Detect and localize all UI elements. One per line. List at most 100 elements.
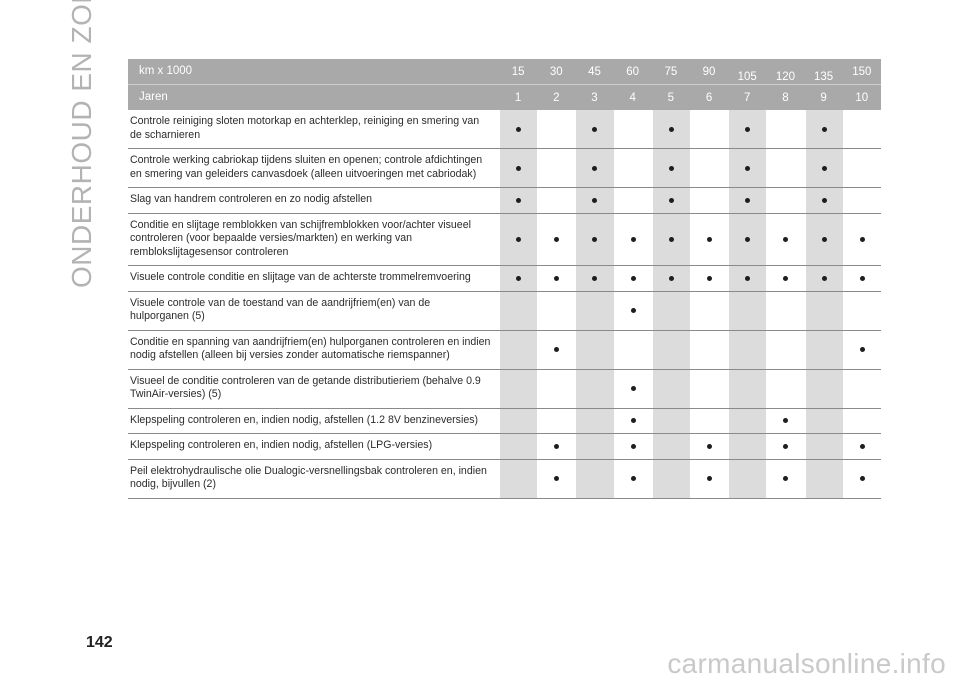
- interval-cell: [499, 369, 538, 408]
- interval-cell: [499, 408, 538, 433]
- row-description: Controle reiniging sloten motorkap en ac…: [130, 115, 480, 141]
- interval-cell: [499, 266, 538, 291]
- section-title-vertical: ONDERHOUD EN ZORG: [66, 0, 97, 288]
- check-dot-icon: [783, 275, 789, 281]
- check-dot-icon: [783, 236, 789, 242]
- interval-cell: [689, 149, 728, 187]
- row-description: Conditie en spanning van aandrijfriem(en…: [130, 335, 491, 362]
- row-description: Klepspeling controleren en, indien nodig…: [130, 413, 479, 426]
- interval-cell: [766, 213, 804, 265]
- interval-cell: [804, 330, 843, 369]
- interval-cell: [728, 408, 767, 433]
- interval-cell: [766, 149, 804, 187]
- header-km-value-5: 75: [664, 65, 678, 78]
- header-km-value-8: 120: [775, 70, 795, 83]
- interval-cell: [575, 291, 614, 330]
- interval-cell: [651, 330, 690, 369]
- check-dot-icon: [592, 236, 598, 242]
- check-dot-icon: [821, 236, 827, 242]
- check-dot-icon: [745, 275, 751, 281]
- interval-cell: [728, 110, 767, 148]
- interval-cell: [689, 213, 728, 265]
- interval-cell: [689, 188, 728, 213]
- header-year-value-9: 9: [820, 91, 827, 104]
- row-description: Klepspeling controleren en, indien nodig…: [130, 439, 433, 451]
- table-row: Controle werking cabriokap tijdens sluit…: [128, 149, 881, 188]
- check-dot-icon: [554, 275, 560, 281]
- interval-cell: [575, 459, 614, 498]
- check-dot-icon: [859, 236, 865, 242]
- interval-cell: [537, 434, 575, 459]
- interval-cell: [842, 434, 881, 459]
- interval-cell: [728, 266, 767, 291]
- check-dot-icon: [821, 165, 827, 171]
- interval-cell: [613, 408, 652, 433]
- header-year-value-8: 8: [782, 91, 789, 104]
- interval-cell: [766, 408, 804, 433]
- header-year-value-6: 6: [705, 91, 713, 104]
- check-dot-icon: [821, 126, 827, 132]
- check-dot-icon: [783, 418, 789, 424]
- check-dot-icon: [745, 236, 751, 242]
- header-years-label: Jaren: [139, 91, 168, 103]
- table-row: Klepspeling controleren en, indien nodig…: [128, 434, 881, 460]
- row-description: Peil elektrohydraulische olie Dualogic-v…: [130, 464, 487, 491]
- interval-cell: [766, 110, 804, 148]
- check-dot-icon: [592, 165, 598, 171]
- header-km-value-4: 60: [626, 65, 640, 78]
- interval-cell: [728, 330, 767, 369]
- check-dot-icon: [516, 275, 522, 281]
- interval-cell: [613, 110, 652, 148]
- table-body: Controle reiniging sloten motorkap en ac…: [128, 110, 881, 499]
- interval-cell: [613, 434, 652, 459]
- interval-cell: [766, 330, 804, 369]
- interval-cell: [575, 149, 614, 187]
- interval-cell: [804, 434, 843, 459]
- check-dot-icon: [592, 126, 598, 132]
- interval-cell: [613, 291, 652, 330]
- header-km-value-7: 105: [737, 70, 757, 83]
- header-km-label: km x 1000: [139, 65, 193, 77]
- interval-cell: [689, 369, 728, 408]
- interval-cell: [651, 149, 690, 187]
- check-dot-icon: [592, 275, 598, 281]
- interval-cell: [537, 188, 575, 213]
- interval-cell: [842, 330, 881, 369]
- interval-cell: [804, 369, 843, 408]
- header-km-values: 15 30 45 60 75 90 105 120 135 150: [499, 59, 881, 84]
- check-dot-icon: [630, 476, 636, 481]
- interval-cell: [766, 434, 804, 459]
- footer-watermark: carmanualsonline.info: [667, 648, 946, 679]
- interval-cell: [766, 291, 804, 330]
- check-dot-icon: [592, 197, 598, 203]
- table-row: Conditie en slijtage remblokken van schi…: [128, 213, 881, 266]
- interval-cell: [651, 110, 690, 148]
- interval-cell: [766, 266, 804, 291]
- header-km-value-1: 15: [511, 65, 525, 78]
- interval-cell: [575, 188, 614, 213]
- check-dot-icon: [630, 443, 636, 449]
- interval-cell: [804, 188, 843, 213]
- interval-cell: [842, 110, 881, 148]
- check-dot-icon: [554, 476, 560, 481]
- table-row: Slag van handrem controleren en zo nodig…: [128, 188, 881, 214]
- interval-cell: [804, 149, 843, 187]
- interval-cell: [689, 110, 728, 148]
- page-number: 142: [86, 634, 113, 651]
- row-interval-cells: [499, 408, 881, 433]
- check-dot-icon: [630, 308, 636, 313]
- interval-cell: [651, 266, 690, 291]
- check-dot-icon: [516, 165, 522, 171]
- check-dot-icon: [821, 275, 827, 281]
- interval-cell: [613, 149, 652, 187]
- header-year-value-10: 10: [855, 91, 869, 104]
- check-dot-icon: [630, 275, 636, 281]
- table-row: Controle reiniging sloten motorkap en ac…: [128, 110, 881, 149]
- interval-cell: [804, 266, 843, 291]
- header-km-value-10: 150: [852, 65, 872, 78]
- interval-cell: [728, 291, 767, 330]
- check-dot-icon: [859, 347, 865, 352]
- interval-cell: [575, 213, 614, 265]
- interval-cell: [537, 459, 575, 498]
- header-km-value-9: 135: [814, 70, 834, 83]
